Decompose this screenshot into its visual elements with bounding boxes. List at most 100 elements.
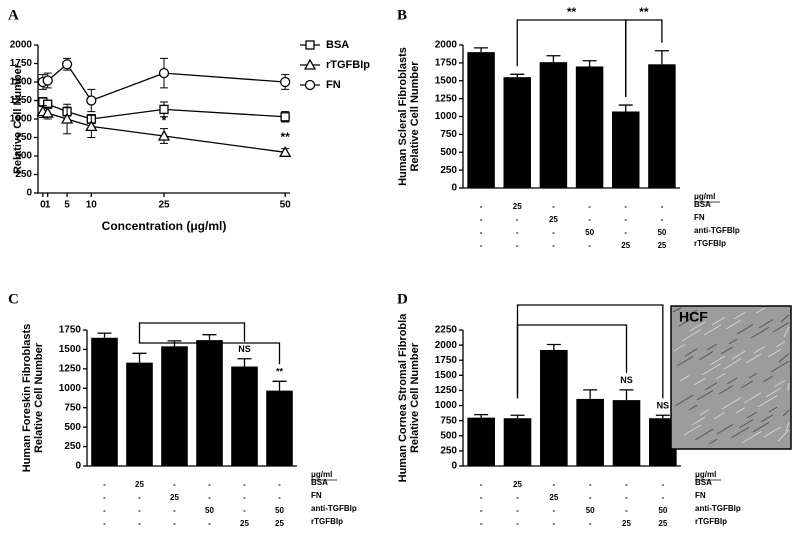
treatment-cell: - xyxy=(516,241,519,250)
y-tick-label: 1250 xyxy=(10,95,33,106)
x-tick-label: 1 xyxy=(45,200,51,211)
treatment-cell: - xyxy=(516,215,519,224)
marker xyxy=(279,145,292,157)
inset-texture xyxy=(730,426,750,439)
y-tick-label: 250 xyxy=(440,165,457,176)
bar xyxy=(467,52,495,189)
y-tick-label: 1000 xyxy=(435,111,458,122)
treatment-label: BSA xyxy=(694,200,711,209)
treatment-cell: - xyxy=(661,215,664,224)
error-bar xyxy=(655,414,670,419)
y-tick-label: 1000 xyxy=(59,383,82,394)
inset-texture xyxy=(720,346,734,355)
treatment-cell: - xyxy=(480,241,483,250)
significance-label: NS xyxy=(620,375,633,385)
treatment-cell: - xyxy=(138,506,141,515)
treatment-cell: - xyxy=(243,480,246,489)
marker xyxy=(280,112,290,122)
treatment-cell: - xyxy=(138,493,141,502)
treatment-cell: - xyxy=(243,506,246,515)
treatment-cell: 50 xyxy=(275,506,284,515)
marker xyxy=(85,120,98,132)
inset-texture xyxy=(755,307,766,314)
bracket xyxy=(138,322,246,342)
x-tick-label: 5 xyxy=(64,200,70,211)
inset-texture xyxy=(736,323,754,335)
treatment-cell: - xyxy=(173,480,176,489)
panel-label: B xyxy=(397,7,407,23)
error-bar xyxy=(510,73,525,78)
treatment-cell: - xyxy=(243,493,246,502)
inset-texture xyxy=(672,307,682,313)
inset-image xyxy=(670,305,792,450)
y-tick-label: 0 xyxy=(75,461,81,472)
inset-texture xyxy=(752,421,770,433)
bar xyxy=(540,349,568,466)
inset-texture xyxy=(691,416,706,426)
bracket xyxy=(516,19,627,98)
inset-texture xyxy=(767,348,782,358)
y-tick-label: 1750 xyxy=(435,58,458,69)
bar xyxy=(196,340,223,466)
treatment-cell: - xyxy=(208,480,211,489)
error-bar xyxy=(582,60,597,67)
treatment-label: BSA xyxy=(311,478,328,487)
inset-texture xyxy=(711,316,726,326)
treatment-cell: - xyxy=(480,506,483,515)
treatment-cell: - xyxy=(625,506,628,515)
x-axis-title: Concentration (μg/ml) xyxy=(102,219,227,233)
bracket xyxy=(516,324,628,399)
treatment-cell: - xyxy=(480,215,483,224)
marker xyxy=(86,95,97,106)
treatment-cell: - xyxy=(103,506,106,515)
treatment-label: rTGFBIp xyxy=(695,517,727,526)
inset-texture xyxy=(778,353,790,363)
inset-texture xyxy=(777,429,790,442)
error-bar xyxy=(618,104,633,112)
y-tick-label: 500 xyxy=(15,151,32,162)
marker xyxy=(280,76,291,88)
inset-texture xyxy=(678,317,694,327)
bar xyxy=(91,337,118,466)
treatment-cell: - xyxy=(624,215,627,224)
inset-texture xyxy=(716,423,734,435)
inset-texture xyxy=(673,343,686,352)
unit-label: μg/ml xyxy=(694,192,715,201)
marker xyxy=(61,59,73,70)
inset-texture xyxy=(701,363,722,376)
y-tick-label: 1500 xyxy=(435,370,458,381)
inset-texture xyxy=(708,438,718,445)
inset-texture xyxy=(735,407,746,414)
y-tick-label: 2000 xyxy=(10,40,33,51)
inset-texture xyxy=(746,411,758,419)
inset-texture xyxy=(688,404,698,411)
error-bar xyxy=(546,343,561,350)
x-tick-label: 0 xyxy=(40,200,46,211)
treatment-label: anti-TGFBIp xyxy=(311,504,357,513)
treatment-cell: - xyxy=(661,202,664,211)
treatment-cell: - xyxy=(516,493,519,502)
treatment-label: anti-TGFBIp xyxy=(695,504,741,513)
y-tick-label: 1500 xyxy=(10,77,33,88)
bar xyxy=(648,64,676,188)
inset-texture xyxy=(706,343,718,351)
treatment-cell: 25 xyxy=(170,493,179,502)
treatment-cell: 50 xyxy=(657,228,666,237)
treatment-cell: 25 xyxy=(621,241,630,250)
panel-label: D xyxy=(397,291,408,307)
y-tick-label: 750 xyxy=(440,129,457,140)
treatment-cell: - xyxy=(624,228,627,237)
error-bar xyxy=(272,380,287,391)
x-tick-label: 25 xyxy=(158,200,170,211)
legend-label: FN xyxy=(326,79,341,91)
inset-texture xyxy=(709,355,726,366)
annotation: * xyxy=(162,114,167,128)
treatment-cell: - xyxy=(103,493,106,502)
treatment-cell: - xyxy=(480,493,483,502)
y-tick-label: 2250 xyxy=(435,325,458,336)
inset-texture xyxy=(741,431,762,444)
y-axis-title: Relative Cell Number xyxy=(409,61,421,172)
treatment-cell: 25 xyxy=(513,202,522,211)
inset-texture xyxy=(679,375,690,382)
